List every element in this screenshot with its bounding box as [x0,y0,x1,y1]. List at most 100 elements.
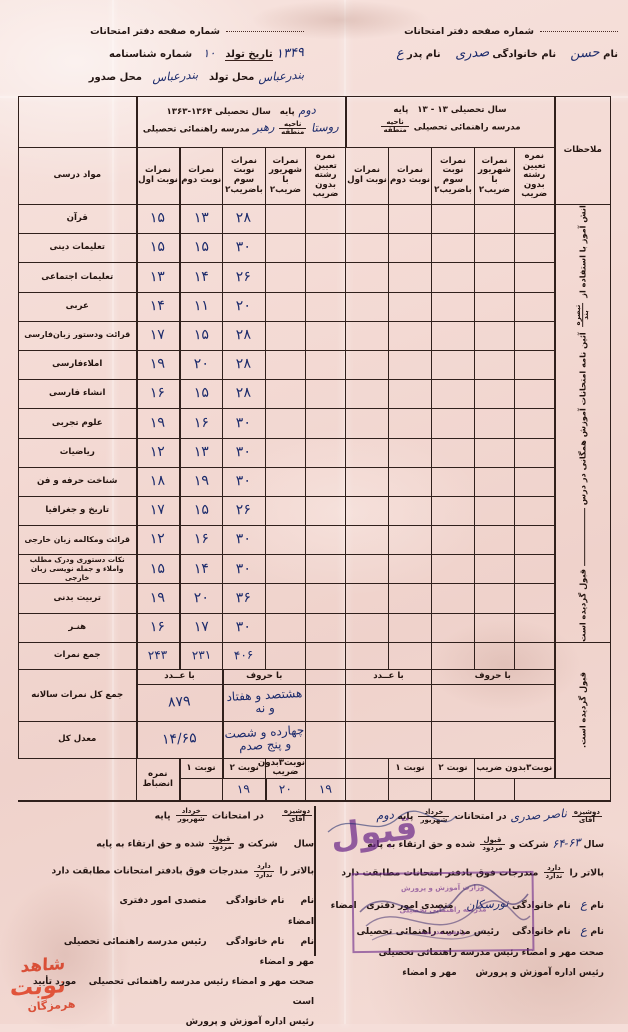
footer-right-office: دارد ندارد [543,864,565,881]
term-left-district-top: ناحیه [381,118,409,128]
mark-value-t2: ۱۵ [193,501,210,519]
footer-right-participation: قبول مردود [480,836,505,853]
mark-term3: ۳۰ [222,525,266,556]
document-header: شماره صفحه دفتر امتحانات نام حسن نام خان… [0,22,628,94]
discipline-right-v1: ۱۹ [222,778,267,803]
mark-left-2 [388,233,432,264]
mark-term3: ۲۰ [222,291,266,322]
footer-left-name-label-2: نام [300,936,315,948]
mark-left-3 [431,437,475,468]
name-value: حسن [569,44,601,63]
mark-right-4 [265,495,306,527]
subject-name: هنـر [18,612,138,643]
mark-term1: ۱۵ [136,554,181,585]
term-left-grade-label: پایه [393,105,409,116]
mark-value-t2: ۲۰ [193,589,210,607]
mark-left-5 [514,583,555,614]
table-row: ۳۰ ۱۶ ۱۲ قرائت ومکالمه زبان خارجی [18,525,611,556]
mark-left-2 [388,408,432,439]
mark-term1: ۱۷ [136,320,181,351]
total-value-t2: ۲۳۱ [191,647,212,663]
term-right-district-top: ناحیه [279,120,307,130]
mark-left-4 [474,554,515,585]
footer-right-principal-row: نام ع نام خانوادگی رئیس مدرسه راهنمائی ت… [314,918,604,944]
mark-left-3 [431,495,475,527]
page-register-right: شماره صفحه دفتر امتحانات [324,26,618,37]
term-right-year-label: سال تحصیلی [215,107,271,118]
footer-right-principal-title: رئیس مدرسه راهنمائی تحصیلی [356,926,500,938]
grandtotal-letter-value: هشتصد و هفتاد و نه [225,686,303,717]
mark-term2: ۱۵ [179,320,223,351]
footer-right-grade-value: دوم [375,807,395,823]
mark-value-t1: ۱۷ [150,501,166,519]
grandtotal-right-number-label: با عــدد [136,668,224,685]
average-row: چهارده و شصت و پنج صدم ۱۴/۶۵ معدل کل [18,720,611,759]
footer-left-participation-top: قبول [209,835,234,845]
mark-value-t2: ۱۳ [193,209,210,227]
footer-left-month-bottom: شهریور [177,815,205,824]
footer-left-names: نام نام خانوادگی متصدی امور دفتری امضاء … [24,891,314,1032]
mark-term2: ۱۵ [179,495,223,527]
footer-right-above: بالاتر را [569,867,604,879]
mark-left-5 [514,262,555,293]
footer-left-prefix-top: دوشیزه [281,807,313,817]
mark-left-3 [431,291,475,322]
footer-left-principal-title: رئیس مدرسه راهنمائی تحصیلی [63,936,207,948]
discipline-value-3: ۱۹ [318,781,333,797]
subject-name: علوم تجربی [18,408,138,439]
mark-value-t2: ۲۰ [193,355,210,373]
mark-term1: ۱۲ [136,437,181,468]
subject-name: شناخت حرفه و فن [18,466,138,497]
mark-value-t2: ۱۴ [193,268,210,286]
mark-term3: ۳۰ [222,437,266,468]
mark-value-t2: ۱۵ [193,239,210,256]
mark-right-4 [265,525,306,556]
mark-term1: ۱۶ [136,612,181,643]
subject-name: املاءفارسی [18,349,138,381]
term-left-info: سال تحصیلی ۱۳ - ۱۳ پایه مدرسه راهنمائی ت… [345,96,555,148]
footer-left-line2: سال شرکت و قبول مردود شده و حق ارتقاء به… [24,835,315,852]
mark-left-2 [388,379,432,410]
page-register-blank-right [540,31,618,32]
discipline-right-v3: ۱۹ [305,778,346,803]
mark-left-2 [388,466,432,497]
grandtotal-right-letter: هشتصد و هفتاد و نه [222,683,306,722]
total-left-3 [431,641,475,670]
mark-left-2 [388,612,432,643]
mark-left-3 [431,612,475,643]
term-right-district-bottom: منطقه [281,128,305,137]
remarks-vertical-cell-2: قبول گردیده است. [553,641,611,780]
mark-left-4 [474,262,515,293]
mark-left-3 [431,525,475,556]
term-right-line1: دوم پایه سال تحصیلی ۱۳۶۴-۱۳۶۳ [138,102,345,118]
table-row: ۳۰ ۱۴ ۱۵ نکات دستوری ودرک مطلب واملاء و … [18,554,611,585]
term-right-year-value: ۱۳۶۴-۱۳۶۳ [166,107,213,118]
mark-value-t1: ۱۵ [150,239,166,256]
footer-left-year-word: سال [293,838,315,850]
footer-left-family-label: نام خانوادگی [225,895,285,907]
mark-term3: ۳۰ [222,466,266,497]
id-number-label: شماره شناسنامه [109,49,193,60]
footer-right-prefix-top: دوشیزه [571,807,602,817]
mark-left-4 [474,233,515,264]
mark-value-t2: ۱۴ [193,560,210,577]
table-row: ۳۶ ۲۰ ۱۹ تربیت بدنی [18,583,611,614]
mark-value-t1: ۱۹ [150,414,166,431]
mark-left-2 [388,495,432,527]
term-right-district-value: روستا [310,119,340,136]
mark-term3: ۳۰ [222,233,266,264]
remarks-header: ملاحظات [553,96,611,205]
term-right-school-value: رهبر [252,119,275,136]
footer-right-student-name: ناصر صدری [509,806,568,824]
mark-value-t3: ۳۰ [236,530,252,548]
term-right-grade-value: دوم [297,102,316,118]
table-row: ۲۸ ۲۰ ۱۹ املاءفارسی [18,349,611,381]
term-right-line2: روستا ناحیه منطقه رهبر مدرسه راهنمائی تح… [138,119,345,137]
remarks-vertical-inner-2: قبول گردیده است. [556,643,611,778]
mark-right-5 [305,349,346,381]
mark-left-1 [345,466,389,497]
total-left-1 [345,641,389,670]
mark-value-t3: ۲۸ [236,384,252,402]
mark-left-4 [474,349,515,381]
